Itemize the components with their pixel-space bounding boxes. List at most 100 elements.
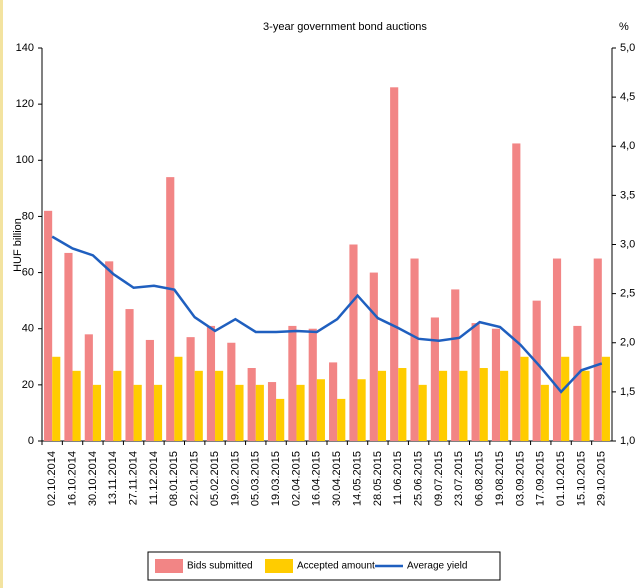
x-tick-label: 25.06.2015 [413,451,425,506]
bar [430,317,439,441]
bar [52,356,61,441]
x-tick-label: 29.10.2015 [596,451,608,506]
bar [459,370,468,441]
bar [512,143,521,441]
bar [471,323,480,441]
y2-tick-label: 4,0 [620,140,635,152]
x-tick-label: 06.08.2015 [474,451,486,506]
bar [64,252,73,441]
x-tick-label: 08.01.2015 [168,451,180,506]
bar [133,384,142,441]
bar [186,337,195,441]
x-tick-label: 19.03.2015 [270,451,282,506]
bar [552,258,562,441]
x-tick-label: 16.04.2015 [311,451,323,506]
x-tick-label: 16.10.2014 [66,451,78,506]
bar [573,325,582,441]
x-tick-label: 27.11.2014 [128,451,140,505]
bar [410,258,419,441]
bar [215,370,224,441]
y2-axis-label: % [619,21,629,33]
bar [369,272,378,441]
y-axis-label: HUF billion [12,218,24,272]
y-tick-label: 60 [22,266,34,278]
bar [479,368,488,441]
y-tick-label: 120 [16,98,34,110]
bar [166,177,175,441]
x-tick-label: 11.12.2014 [148,451,160,505]
bar [593,258,602,441]
x-tick-label: 15.10.2015 [575,451,587,506]
y2-tick-label: 1,5 [620,386,635,398]
x-tick-label: 19.02.2015 [229,451,241,506]
bar [84,334,93,441]
bar [145,339,154,441]
bar [329,362,338,441]
bar [153,384,163,441]
y-tick-label: 20 [22,379,34,391]
bar [540,384,549,441]
bar [72,370,81,441]
line [51,235,603,394]
bar [174,356,183,441]
bar [377,370,387,441]
y2-tick-label: 2,0 [620,337,635,349]
x-tick-label: 14.05.2015 [351,451,363,506]
x-tick-label: 11.06.2015 [392,451,404,505]
bar [247,368,256,441]
x-tick-label: 05.03.2015 [250,451,262,506]
bar [105,261,114,441]
bar [227,342,236,441]
bar [125,309,134,441]
x-tick-label: 19.08.2015 [494,451,506,506]
bar [390,87,399,442]
y-tick-label: 80 [22,210,34,222]
bar [296,384,305,441]
bar [206,325,216,441]
y2-tick-label: 1,0 [620,435,635,447]
bar [500,370,509,441]
legend-swatch [265,559,293,573]
y2-tick-label: 3,0 [620,238,635,250]
bar [349,244,358,441]
bar [561,356,570,441]
bar [255,384,264,441]
y-tick-label: 0 [28,435,34,447]
legend-swatch [155,559,183,573]
x-tick-label: 02.04.2015 [290,451,302,506]
x-tick-label: 28.05.2015 [372,451,384,506]
y-tick-label: 40 [22,323,34,335]
legend-label: Accepted amount [297,561,375,572]
bar [398,368,407,441]
x-tick-label: 05.02.2015 [209,451,221,506]
bar [357,379,366,441]
bar [418,384,427,441]
bar [451,289,460,441]
bar [601,356,610,441]
left-strip [0,0,3,588]
bar [316,379,325,441]
bar [235,384,244,441]
x-tick-label: 30.10.2014 [87,451,99,506]
bar [337,398,346,441]
bar [267,382,277,441]
x-tick-label: 17.09.2015 [535,451,547,506]
x-tick-label: 30.04.2015 [331,451,343,506]
bar [44,210,53,441]
bar [92,384,102,441]
y-tick-label: 140 [16,42,34,54]
legend [147,551,501,581]
legend-label: Bids submitted [187,561,253,572]
bar [288,325,297,441]
y-tick-label: 100 [16,154,34,166]
bar [113,370,122,441]
y2-tick-label: 5,0 [620,42,635,54]
bar [438,370,448,441]
bar [308,328,317,441]
bar [491,328,501,441]
y2-tick-label: 2,5 [620,288,635,300]
x-tick-label: 01.10.2015 [555,451,567,506]
x-tick-label: 09.07.2015 [433,451,445,506]
x-tick-label: 03.09.2015 [514,451,526,506]
